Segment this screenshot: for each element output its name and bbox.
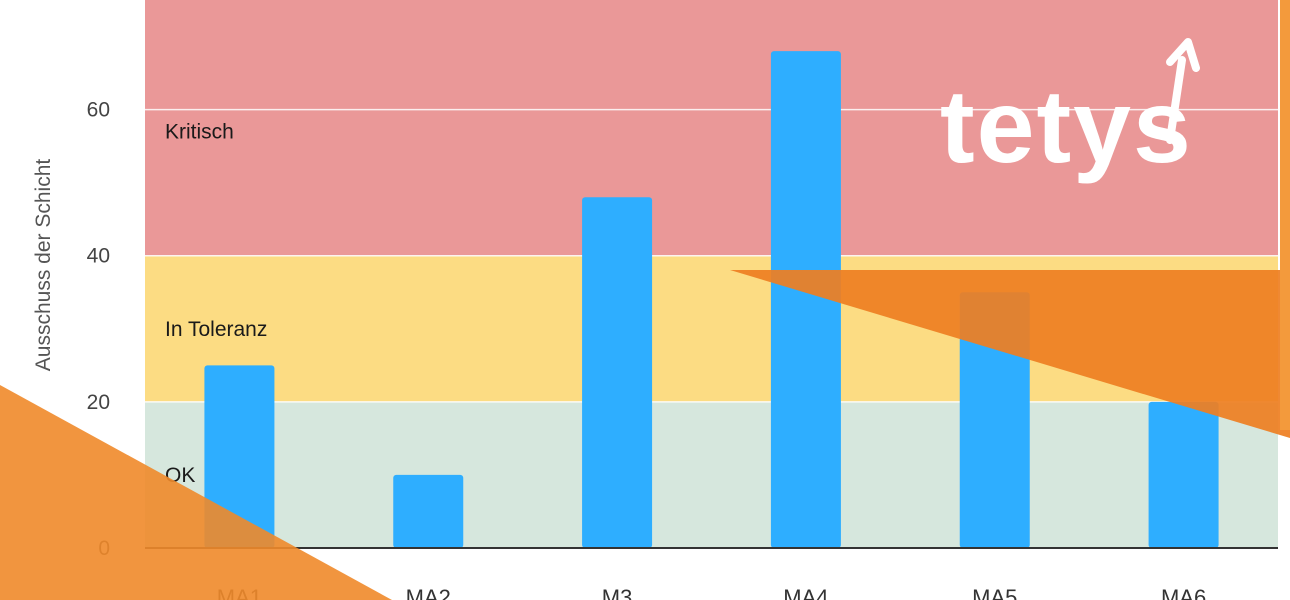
brand-triangle-top (470, 0, 1290, 438)
gridlines (145, 108, 1278, 403)
bar-ma5 (959, 292, 1030, 548)
x-tick-label: MA6 (1161, 585, 1206, 600)
bar-ma6 (1148, 401, 1219, 548)
y-axis-label: Ausschuss der Schicht (32, 159, 55, 372)
y-tick-label: 20 (87, 391, 110, 414)
brand-triangle-bottom (0, 385, 392, 600)
brand-right-edge (1280, 0, 1290, 430)
bar-ma4 (770, 51, 841, 548)
x-tick-label: MA4 (783, 585, 828, 600)
bar-m3 (582, 197, 653, 548)
x-tick-label: MA2 (406, 585, 451, 600)
y-tick-label: 60 (87, 99, 110, 122)
bar-ma2 (393, 474, 464, 548)
y-tick-label: 40 (87, 245, 110, 268)
zone-band (145, 0, 1278, 256)
brand-logo: tetys (940, 69, 1193, 185)
bar-series (204, 51, 1219, 548)
brand-logo-arrow-icon (1166, 38, 1200, 144)
zone-label: In Toleranz (165, 318, 267, 341)
x-tick-label: M3 (602, 585, 633, 600)
x-tick-label: MA5 (972, 585, 1017, 600)
zone-label: Kritisch (165, 121, 234, 144)
bar-ma1 (204, 365, 275, 548)
zone-band (145, 401, 1278, 548)
